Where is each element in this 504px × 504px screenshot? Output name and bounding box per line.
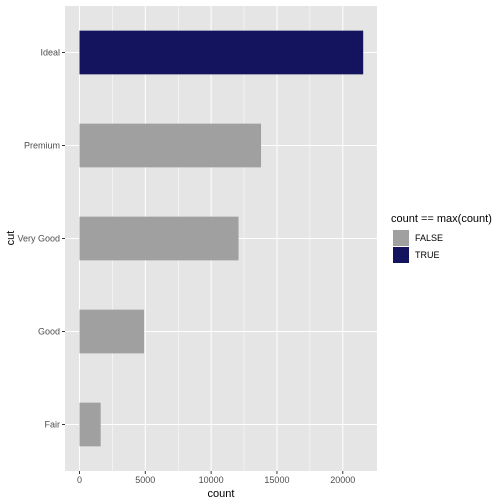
x-tick-label: 20000 [330,475,355,485]
bar-good [79,309,145,354]
x-tick-label: 15000 [264,475,289,485]
bar-ideal [79,30,364,75]
legend-key-true [393,247,409,263]
y-axis-title: cut [5,231,17,246]
y-tick-label: Good [38,327,60,337]
x-tick-label: 0 [77,475,82,485]
bar-very-good [79,216,239,261]
legend: count == max(count) FALSE TRUE [391,213,492,263]
legend-label-true: TRUE [415,250,440,260]
legend-title: count == max(count) [391,213,492,225]
x-axis: 0 5000 10000 15000 20000 [77,471,355,485]
legend-entries: FALSE TRUE [393,230,443,263]
legend-label-false: FALSE [415,233,443,243]
y-tick-label: Fair [45,420,61,430]
x-axis-title: count [208,488,235,500]
x-tick-label: 10000 [199,475,224,485]
y-axis: Fair Good Very Good Premium Ideal [17,48,65,430]
bars [79,30,364,447]
bar-premium [79,123,262,168]
y-tick-label: Premium [24,141,60,151]
y-tick-label: Very Good [17,234,60,244]
legend-key-false [393,230,409,246]
x-tick-label: 5000 [135,475,155,485]
bar-fair [79,402,101,447]
y-tick-label: Ideal [40,48,60,58]
